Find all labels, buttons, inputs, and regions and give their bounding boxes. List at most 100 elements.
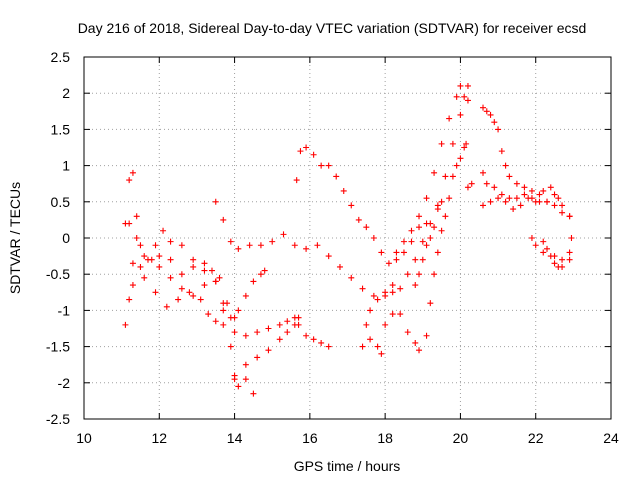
data-point [167,256,174,263]
data-point [141,253,148,260]
data-point [408,227,415,234]
data-point [416,224,423,231]
data-point [521,191,528,198]
data-point [431,224,438,231]
data-point [513,195,520,202]
data-point [446,115,453,122]
data-point [152,242,159,249]
data-point [540,187,547,194]
data-point [412,256,419,263]
series-arc-18 [540,235,575,263]
data-point [547,184,554,191]
data-point [495,126,502,133]
data-point [495,195,502,202]
data-point [197,296,204,303]
data-point [461,93,468,100]
data-point [261,267,268,274]
data-point [310,151,317,158]
x-tick-label: 20 [453,430,469,446]
data-point [257,242,264,249]
data-point [468,180,475,187]
data-point [449,173,456,180]
data-point [280,231,287,238]
data-point [325,253,332,260]
data-point [235,383,242,390]
data-point [254,354,261,361]
data-point [340,187,347,194]
data-point [220,307,227,314]
series-arc-4 [129,260,227,328]
data-point [212,198,219,205]
data-point [250,278,257,285]
series-arc-5 [212,198,396,299]
data-point [363,321,370,328]
series-arc-2 [122,253,257,397]
data-point [483,108,490,115]
data-point [453,162,460,169]
data-point [359,285,366,292]
data-point [133,235,140,241]
data-point [423,242,430,249]
data-point [269,238,276,245]
data-point [566,249,573,256]
data-point [303,245,310,252]
data-point [416,271,423,278]
data-point [559,202,566,209]
data-point [498,148,505,155]
data-point [156,253,163,260]
data-point [536,191,543,198]
data-point [333,173,340,180]
data-point [310,336,317,343]
data-point [487,198,494,205]
x-tick-label: 24 [603,430,619,446]
data-point [404,271,411,278]
data-point [314,242,321,249]
data-point [487,111,494,118]
y-tick-label: 2.5 [51,49,71,65]
data-point [551,260,558,267]
data-point [242,292,249,299]
data-point [359,343,366,350]
data-point [122,321,129,328]
data-point [510,206,517,213]
data-point [483,180,490,187]
data-point [393,249,400,256]
data-point [521,184,528,191]
data-point [525,195,532,202]
data-point [559,263,566,270]
data-point [231,376,238,383]
y-tick-label: 2 [62,85,70,101]
y-tick-label: 1 [62,158,70,174]
series-arc-3 [126,220,268,321]
data-point [325,162,332,169]
data-point [416,213,423,220]
data-point [303,332,310,339]
data-point [133,213,140,220]
data-point [568,235,575,241]
data-point [126,177,133,184]
data-point [201,267,208,274]
data-point [431,271,438,278]
data-point [242,376,249,383]
data-point [393,256,400,263]
data-point [220,300,227,307]
data-point [528,235,535,241]
data-point [551,253,558,260]
data-point [318,162,325,169]
y-tick-label: -1 [58,302,71,318]
data-point [498,191,505,198]
data-point [491,184,498,191]
series-arc-10 [367,140,470,357]
data-point [370,292,377,299]
data-point [293,177,300,184]
data-point [555,195,562,202]
data-point [367,307,374,314]
data-point [212,278,219,285]
data-point [295,314,302,321]
data-point [374,296,381,303]
data-point [506,173,513,180]
data-point [227,238,234,245]
data-point [318,339,325,346]
data-point [464,82,471,89]
data-point [532,198,539,205]
